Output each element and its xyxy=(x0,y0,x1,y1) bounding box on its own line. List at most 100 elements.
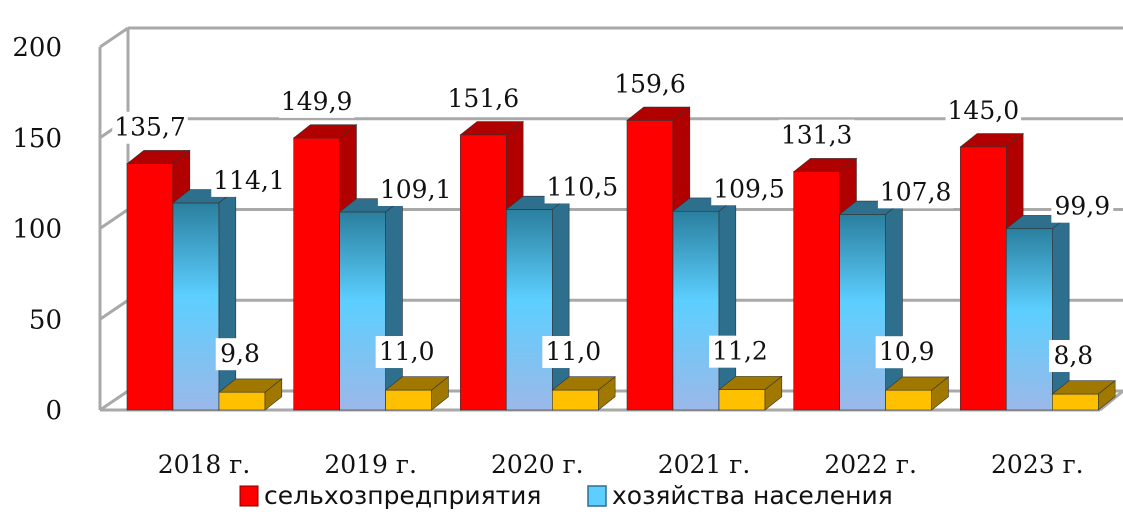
x-tick-label: 2021 г. xyxy=(658,450,751,479)
bar-front xyxy=(885,389,932,411)
bar-3-4 xyxy=(718,375,783,411)
data-label: 10,9 xyxy=(879,337,935,366)
bar-front xyxy=(460,134,507,411)
bar-side xyxy=(385,198,403,411)
bar-front xyxy=(960,146,1007,411)
data-label: 8,8 xyxy=(1053,341,1093,370)
bar-front xyxy=(172,202,220,411)
bar-front xyxy=(126,163,174,411)
bar-side xyxy=(218,188,237,411)
data-label-bg xyxy=(778,119,855,152)
bar-side xyxy=(431,376,449,411)
bar-3-5 xyxy=(884,376,950,411)
y-tick-label: 0 xyxy=(45,396,62,426)
data-labels: 135,7 114,1 9,8 149,9 109,1 11,0 151,6 110,5 11,… xyxy=(112,68,1114,373)
bar-side xyxy=(1052,214,1070,411)
data-label-bg xyxy=(542,336,605,369)
bar-front xyxy=(218,391,266,411)
bar-front xyxy=(839,214,886,411)
bar-side xyxy=(264,378,283,411)
gridline-connector xyxy=(99,208,129,230)
data-label-bg xyxy=(278,85,355,118)
data-label-bg xyxy=(112,111,188,144)
bar-2-1 xyxy=(172,188,237,411)
bar-2-6 xyxy=(1005,214,1070,411)
data-label: 11,2 xyxy=(712,337,768,366)
data-label-bg xyxy=(612,68,688,101)
x-axis: 2018 г. 2019 г. 2020 г. 2021 г. 2022 г. 2023 … xyxy=(158,450,1084,479)
data-label-bg xyxy=(377,173,454,206)
data-label: 110,5 xyxy=(547,172,619,201)
data-label-bg xyxy=(1051,190,1114,223)
data-label: 114,1 xyxy=(213,166,285,195)
data-label-bg xyxy=(875,336,938,369)
bar-side xyxy=(764,375,783,411)
bar-side xyxy=(552,195,570,411)
bar-front xyxy=(1006,228,1053,411)
bar-side xyxy=(931,376,949,411)
x-tick-label: 2023 г. xyxy=(991,450,1084,479)
data-label: 11,0 xyxy=(545,337,601,366)
data-label: 151,6 xyxy=(448,84,520,113)
bar-front xyxy=(672,210,720,411)
y-tick-label: 100 xyxy=(12,215,62,245)
legend-swatch-series-1 xyxy=(239,485,259,507)
legend-swatch-series-2 xyxy=(587,485,607,507)
legend-label-series-1: сельхозпредприятия xyxy=(264,481,541,510)
bar-front xyxy=(506,209,553,411)
data-label: 99,9 xyxy=(1054,192,1110,221)
floor-right-edge xyxy=(1099,389,1123,412)
bar-front xyxy=(1052,393,1099,411)
gridline-connector xyxy=(99,389,129,412)
bar-side xyxy=(598,376,616,411)
data-label-bg xyxy=(877,176,954,209)
data-label: 109,5 xyxy=(713,174,785,203)
data-label: 159,6 xyxy=(614,69,686,98)
x-tick-label: 2018 г. xyxy=(158,450,251,479)
x-tick-label: 2022 г. xyxy=(824,450,917,479)
x-tick-label: 2020 г. xyxy=(491,450,584,479)
y-tick-label: 150 xyxy=(12,124,62,154)
data-label: 107,8 xyxy=(880,177,952,206)
bar-front xyxy=(385,389,432,411)
bar-2-3 xyxy=(505,195,570,411)
bar-2-2 xyxy=(338,198,404,411)
y-tick-label: 200 xyxy=(12,33,62,63)
x-tick-label: 2019 г. xyxy=(324,450,417,479)
data-label: 131,3 xyxy=(781,121,853,150)
bar-3-2 xyxy=(384,376,450,411)
data-label-bg xyxy=(215,338,265,371)
data-label: 9,8 xyxy=(220,339,260,368)
bar-3-3 xyxy=(551,376,616,411)
bar-front xyxy=(293,137,340,411)
data-label-bg xyxy=(709,335,771,368)
bar-2-4 xyxy=(672,197,737,411)
y-axis: 0 50 100 150 200 xyxy=(12,33,62,426)
bar-2-5 xyxy=(838,200,904,411)
data-label-bg xyxy=(1049,340,1098,373)
legend: сельхозпредприятия хозяйства населения xyxy=(239,481,893,510)
data-label-bg xyxy=(445,82,522,115)
bar-side xyxy=(1098,380,1116,411)
bar-3-1 xyxy=(218,378,283,411)
bar-front xyxy=(339,211,386,411)
data-label-bg xyxy=(711,173,787,206)
gridline-connector xyxy=(99,26,129,49)
data-label: 145,0 xyxy=(948,96,1020,125)
bar-front xyxy=(793,171,840,411)
legend-label-series-2: хозяйства населения xyxy=(612,481,893,510)
data-label: 11,0 xyxy=(379,337,435,366)
y-tick-label: 50 xyxy=(29,305,62,335)
data-label: 109,1 xyxy=(380,175,452,204)
data-label-bg xyxy=(211,164,287,197)
bar-front xyxy=(552,389,599,411)
data-label-bg xyxy=(945,94,1022,127)
data-label-bg xyxy=(375,336,438,369)
data-label: 149,9 xyxy=(281,87,353,116)
bar-front xyxy=(718,389,766,411)
data-label: 135,7 xyxy=(114,113,186,142)
bar-front xyxy=(626,120,674,411)
bars-layer xyxy=(126,106,1116,411)
